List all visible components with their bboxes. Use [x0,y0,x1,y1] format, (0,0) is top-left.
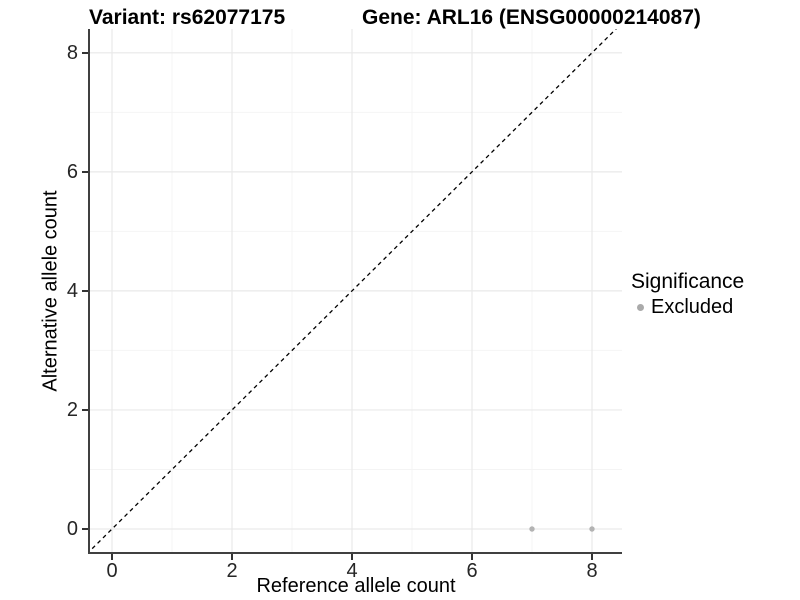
x-axis-tick [591,554,593,560]
x-axis-tick-label: 4 [346,560,358,582]
x-axis-tick-label: 2 [226,560,238,582]
y-axis-tick [82,51,88,54]
legend: Significance Excluded [631,269,744,319]
x-axis-tick-label: 6 [466,560,478,582]
y-axis-tick-label: 2 [66,398,78,421]
y-axis-tick [82,289,88,292]
y-axis-tick [82,408,88,411]
legend-title: Significance [631,270,745,293]
x-axis-tick-label: 8 [586,560,598,582]
x-axis-tick [111,554,113,560]
plot-title-variant: Variant: rs62077175 [89,6,286,29]
legend-point-icon [637,304,644,312]
plot-canvas [88,29,622,554]
y-axis-tick [82,528,88,530]
y-axis-tick [82,170,88,173]
y-axis-tick-label: 8 [66,41,78,64]
x-axis-tick-label: 0 [106,560,118,582]
x-axis-title: Reference allele count [256,575,456,597]
y-axis-title: Alternative allele count [39,190,62,392]
y-axis-tick-label: 6 [66,160,78,183]
x-axis-tick [351,554,353,560]
y-axis-tick-label: 0 [66,518,78,540]
identity-line [88,29,617,554]
legend-item-label: Excluded [651,296,734,319]
legend-item: Excluded [631,296,744,319]
x-axis-tick [231,554,233,560]
legend-items: Excluded [631,296,744,319]
plot-title-gene: Gene: ARL16 (ENSG00000214087) [362,6,701,29]
data-point [589,526,595,532]
y-axis-tick-label: 4 [66,279,78,302]
data-point [529,526,535,532]
plot-panel [88,29,622,554]
x-axis-tick [471,554,473,560]
